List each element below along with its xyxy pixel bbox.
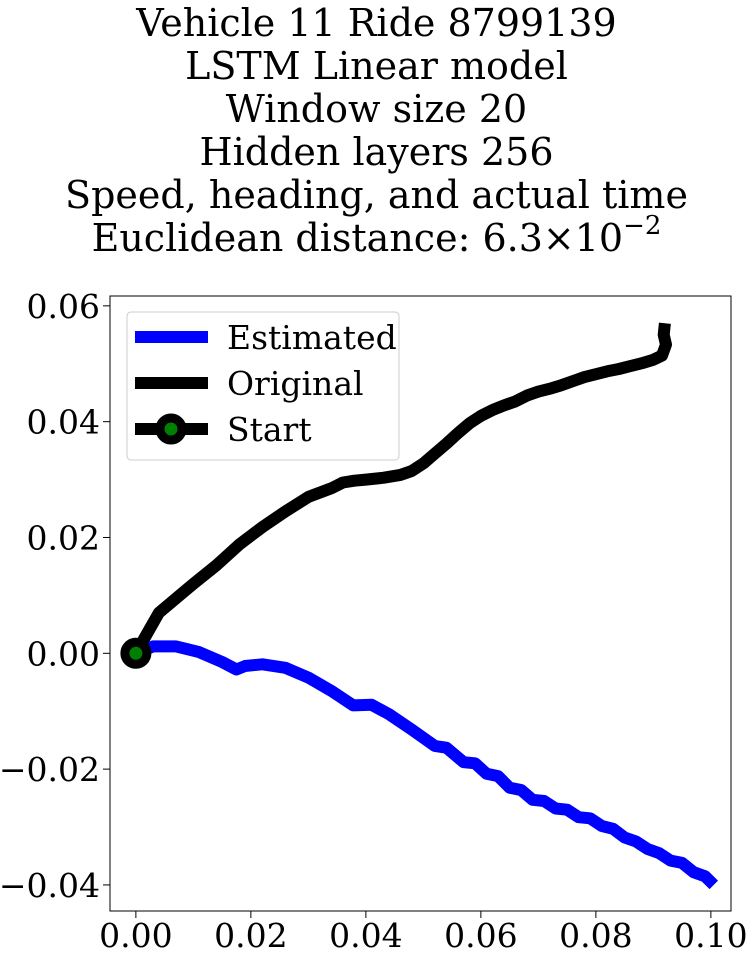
- y-tick-label: 0.00: [27, 634, 100, 673]
- title-line-2: LSTM Linear model: [185, 44, 568, 88]
- title-line-3: Window size 20: [225, 87, 528, 131]
- title-line-4: Hidden layers 256: [199, 130, 554, 174]
- y-tick-label: 0.02: [27, 518, 100, 557]
- legend-original-label: Original: [227, 364, 364, 403]
- axis-ticks: 0.00 0.02 0.04 0.06 0.08 0.10 −0.04 −0.02 0.00 0.…: [0, 287, 748, 955]
- y-tick-label: 0.04: [27, 403, 100, 442]
- y-tick-label: −0.04: [0, 866, 100, 905]
- title-line-1: Vehicle 11 Ride 8799139: [136, 1, 617, 45]
- x-tick-label: 0.02: [214, 916, 287, 955]
- x-tick-label: 0.06: [444, 916, 517, 955]
- series-estimated-line: [133, 640, 719, 890]
- title-line-5: Speed, heading, and actual time: [65, 173, 688, 217]
- x-tick-label: 0.10: [674, 916, 747, 955]
- y-tick-label: 0.06: [27, 287, 100, 326]
- chart-title: Vehicle 11 Ride 8799139 LSTM Linear mode…: [0, 0, 753, 260]
- x-tick-label: 0.08: [559, 916, 632, 955]
- distance-label: Euclidean distance: 6.3×10: [91, 216, 624, 260]
- legend-estimated-label: Estimated: [227, 318, 397, 357]
- start-marker: [120, 637, 152, 669]
- plot-frame: [109, 295, 732, 912]
- legend-start-marker: [155, 413, 187, 445]
- series-lines: [130, 322, 719, 890]
- legend-start-label: Start: [227, 410, 312, 449]
- legend: Estimated Original Start: [126, 311, 400, 461]
- series-original-line: [130, 322, 672, 657]
- start-marker-group: [120, 637, 152, 669]
- x-tick-label: 0.00: [99, 916, 172, 955]
- y-tick-label: −0.02: [0, 750, 100, 789]
- title-line-distance: Euclidean distance: 6.3×10−2: [0, 213, 753, 260]
- x-tick-label: 0.04: [329, 916, 402, 955]
- distance-exponent: −2: [623, 211, 662, 241]
